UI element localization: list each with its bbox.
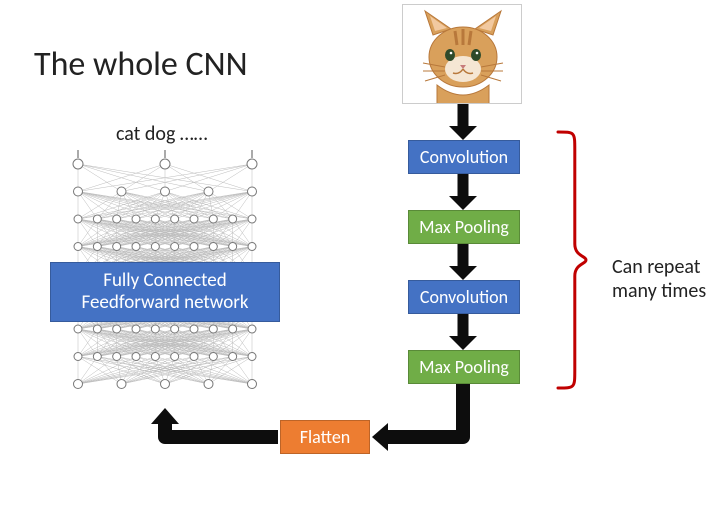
repeat-label: Can repeat many times <box>612 255 706 303</box>
stage-convolution-2: Convolution <box>408 280 520 314</box>
stage-flatten: Flatten <box>280 420 370 454</box>
stage-maxpool-1: Max Pooling <box>408 210 520 244</box>
slide-stage: The whole CNN <box>0 0 720 522</box>
stage-convolution-1: Convolution <box>408 140 520 174</box>
stage-maxpool-2: Max Pooling <box>408 350 520 384</box>
fc-line2: Feedforward network <box>82 292 249 314</box>
repeat-line1: Can repeat <box>612 255 706 279</box>
fc-line1: Fully Connected <box>82 270 249 292</box>
repeat-line2: many times <box>612 279 706 303</box>
stage-fully-connected: Fully Connected Feedforward network <box>50 262 280 322</box>
input-image-cat <box>402 4 522 104</box>
output-classes-label: cat dog …… <box>116 122 208 146</box>
slide-title: The whole CNN <box>34 44 248 85</box>
